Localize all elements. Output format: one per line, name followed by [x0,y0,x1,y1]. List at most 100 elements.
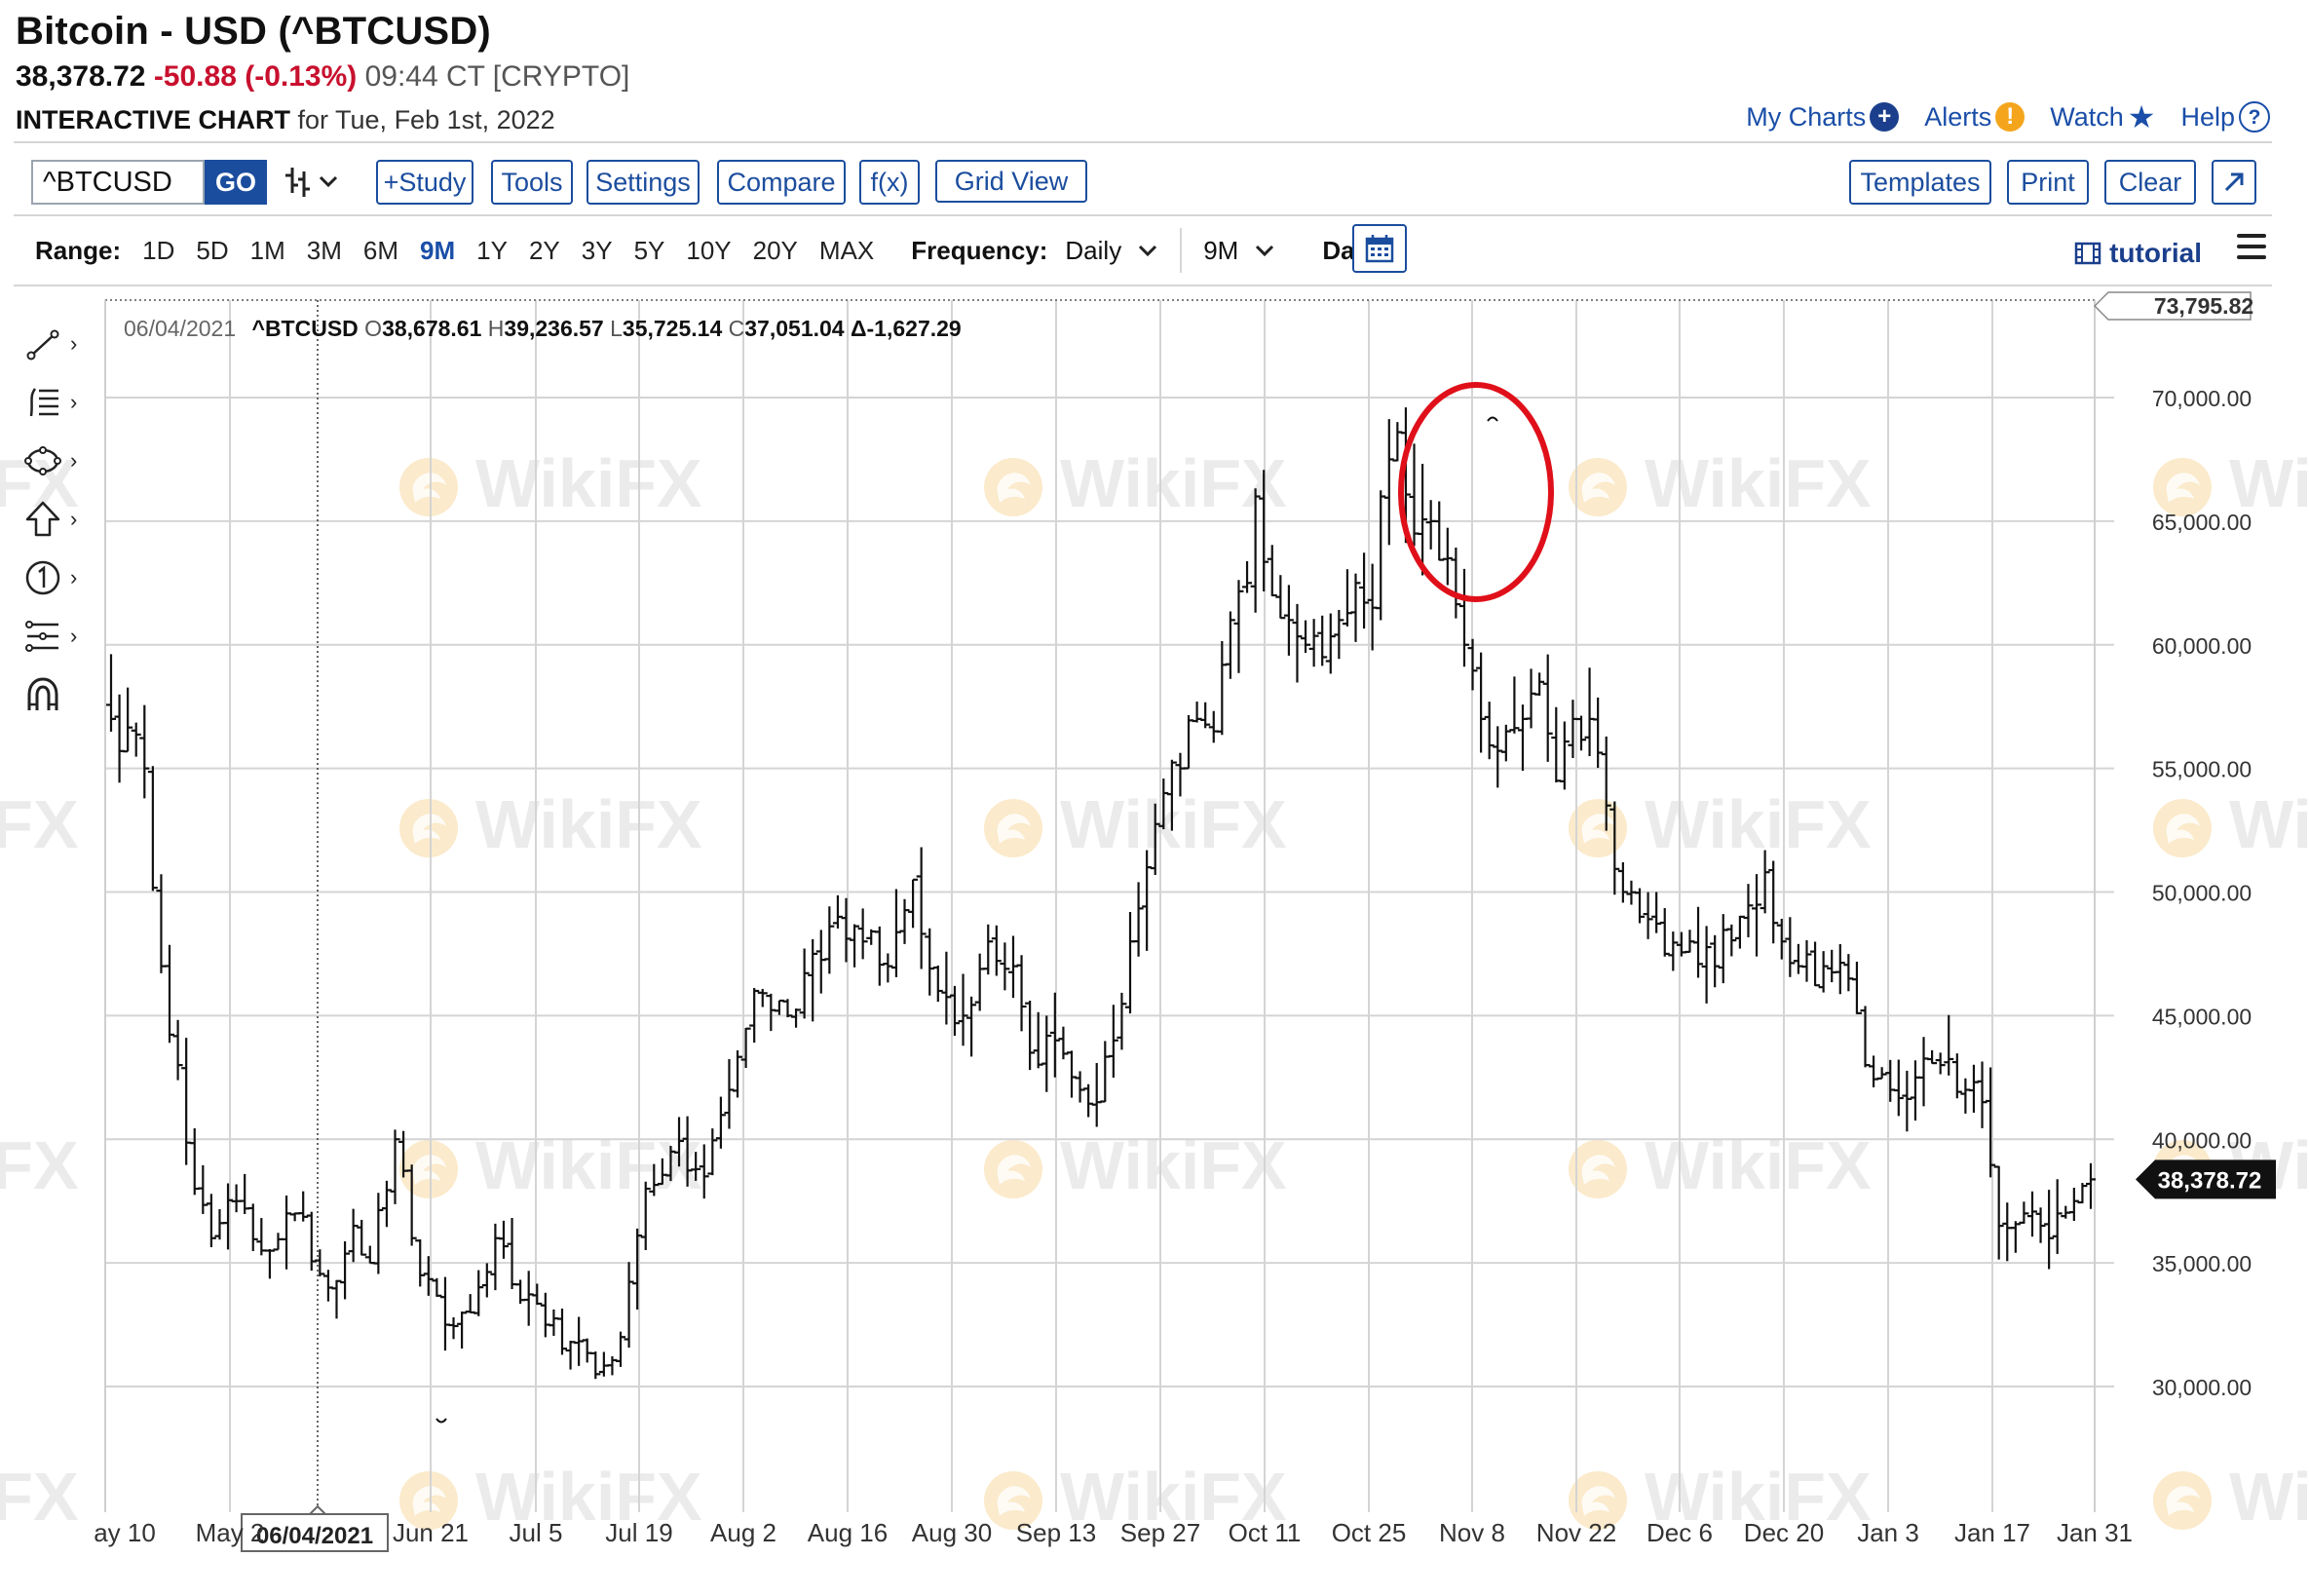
range-max[interactable]: MAX [818,235,875,265]
period-select[interactable]: 9M [1203,235,1239,265]
watermark-text: WikiFX [1060,1459,1287,1535]
tutorial-link[interactable]: tutorial [2074,238,2202,269]
watermark-text: WikiFX [1645,786,1872,862]
ohlc-bar [1133,882,1144,957]
range-3y[interactable]: 3Y [581,235,613,265]
ohlc-bar [1259,470,1269,592]
ohlc-bar [1033,1011,1043,1069]
watch-link[interactable]: Watch ★ [2050,101,2155,133]
clear-button[interactable]: Clear [2104,160,2196,205]
ohlc-bar [1693,906,1704,978]
ohlc-bar [1509,676,1520,734]
expand-button[interactable] [2212,160,2256,205]
alerts-link[interactable]: Alerts ! [1924,102,2025,133]
number-tool[interactable]: › [23,555,97,600]
range-10y[interactable]: 10Y [686,235,732,265]
readout-o-label: O [364,316,383,341]
watermark-text: WikiFX [0,786,79,862]
range-9m[interactable]: 9M [420,235,456,265]
chart-label: INTERACTIVE CHART [16,105,290,134]
my-charts-link[interactable]: My Charts + [1746,102,1900,133]
ohlc-bar [1534,672,1545,696]
x-tick-label: Aug 2 [710,1518,776,1547]
compare-button[interactable]: Compare [717,160,846,205]
ohlc-bar [1058,1026,1069,1060]
range-1y[interactable]: 1Y [476,235,508,265]
ohlc-bar [1484,702,1495,760]
date-picker-button[interactable] [1352,224,1407,273]
range-5d[interactable]: 5D [196,235,229,265]
go-button[interactable]: GO [205,160,267,205]
ohlc-bar [247,1203,258,1252]
watermark-logo [1569,1140,1627,1198]
ohlc-bar [808,938,818,1022]
ohlc-bar [357,1219,367,1256]
range-3m[interactable]: 3M [306,235,342,265]
ohlc-bar [1383,419,1394,546]
ohlc-bar [2019,1201,2029,1224]
ohlc-bar [439,1276,450,1351]
range-6m[interactable]: 6M [362,235,398,265]
chevron-down-icon[interactable] [1254,244,1275,257]
ohlc-bar [565,1340,576,1370]
arrow-tool[interactable]: › [23,497,97,542]
print-button[interactable]: Print [2007,160,2089,205]
magnet-tool[interactable] [23,672,97,717]
x-tick-label: Jan 3 [1857,1518,1919,1547]
hamburger-menu-icon[interactable] [2237,234,2266,259]
ohlc-bar [1301,620,1311,654]
watermark-text: WikiFX [1645,445,1872,521]
ohlc-bar [1283,585,1294,656]
ohlc-bar [1442,527,1453,586]
range-1d[interactable]: 1D [142,235,175,265]
ohlc-bar [1869,1055,1879,1087]
plus-icon: + [1870,102,1900,132]
range-20y[interactable]: 20Y [752,235,798,265]
ohlc-bar [331,1279,342,1319]
range-1m[interactable]: 1M [249,235,285,265]
ohlc-bar [1643,892,1653,939]
ohlc-bar [381,1180,392,1228]
ohlc-bar [490,1223,501,1291]
templates-button[interactable]: Templates [1849,160,1991,205]
ohlc-bar [1007,935,1018,999]
watermark-text: WikiFX [1645,1459,1872,1535]
line-tool[interactable]: › [23,322,97,366]
ohlc-bar [2086,1162,2096,1209]
period-low-marker [435,1418,447,1424]
help-link[interactable]: Help ? [2180,101,2270,133]
ohlc-bar [1526,668,1536,729]
chevron-right-icon: › [70,565,78,589]
symbol-input[interactable]: ^BTCUSD [31,160,205,205]
fx-button[interactable]: f(x) [859,160,920,205]
ohlc-bar [1651,892,1662,933]
y-tick-label: 50,000.00 [2152,881,2252,906]
ohlc-bar [473,1270,484,1316]
ohlc-bar [1317,615,1328,666]
range-5y[interactable]: 5Y [633,235,665,265]
watermark-text: WikiFX [2229,445,2309,521]
ohlc-bar [983,924,994,975]
ohlc-bar [1325,613,1336,674]
pitchfork-tool[interactable]: › [23,614,97,659]
ohlc-bar [991,925,1002,976]
ohlc-bar [264,1248,275,1279]
grid-view-button[interactable]: Grid View [935,160,1087,203]
frequency-select[interactable]: Daily [1065,235,1122,265]
fib-tool[interactable]: › [23,380,97,425]
ohlc-bar [1359,552,1370,629]
ohlc-bar [1785,917,1796,977]
study-button[interactable]: +Study [376,160,473,205]
ohlc-bar [240,1173,250,1214]
ohlc-bar [498,1220,509,1259]
shape-tool[interactable]: › [23,438,97,483]
chevron-down-icon[interactable] [1137,244,1158,257]
ohlc-bar [1927,1049,1938,1065]
tools-button[interactable]: Tools [491,160,573,205]
bar-type-dropdown[interactable] [283,164,339,199]
readout-open: 38,678.61 [382,316,482,341]
range-2y[interactable]: 2Y [528,235,560,265]
ohlc-bar [1184,714,1194,770]
settings-button[interactable]: Settings [587,160,700,205]
ohlc-readout: 06/04/2021 ^BTCUSD O38,678.61 H39,236.57… [124,316,962,342]
